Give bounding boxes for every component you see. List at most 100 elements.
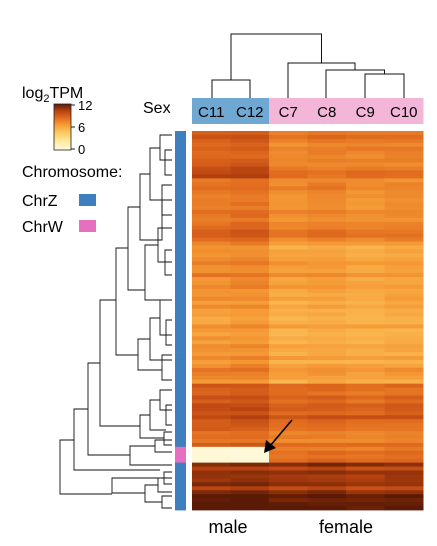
heatmap-cell bbox=[346, 233, 385, 238]
chromosome-cell-chrz bbox=[175, 277, 186, 282]
heatmap-cell bbox=[192, 359, 231, 365]
heatmap-cell bbox=[384, 198, 424, 203]
heatmap-cell bbox=[269, 131, 308, 136]
heatmap-cell bbox=[346, 470, 385, 475]
heatmap-cell bbox=[307, 359, 347, 365]
heatmap-cell bbox=[192, 134, 231, 140]
heatmap-cell bbox=[192, 399, 231, 404]
heatmap-cell bbox=[346, 502, 385, 507]
heatmap-cell bbox=[307, 490, 347, 495]
heatmap-cell bbox=[230, 138, 270, 144]
chromosome-cell-chrz bbox=[175, 284, 186, 290]
heatmap-cell bbox=[384, 367, 424, 373]
heatmap-cell bbox=[269, 233, 308, 238]
chromosome-cell-chrz bbox=[175, 131, 186, 136]
heatmap-cell bbox=[230, 383, 270, 389]
heatmap-cell bbox=[192, 415, 231, 420]
heatmap-cell bbox=[384, 494, 424, 499]
heatmap-cell bbox=[307, 352, 347, 357]
heatmap-cell bbox=[192, 186, 231, 191]
heatmap-cell bbox=[384, 446, 424, 452]
heatmap-cell bbox=[192, 348, 231, 353]
chromosome-annotation-bar bbox=[175, 131, 186, 511]
chromosome-cell-chrz bbox=[175, 213, 186, 219]
heatmap-cell bbox=[346, 269, 385, 274]
heatmap-cell bbox=[346, 158, 385, 163]
heatmap-cell bbox=[230, 281, 270, 286]
heatmap-cell bbox=[192, 182, 231, 187]
heatmap-cell bbox=[269, 399, 308, 404]
heatmap-cell bbox=[230, 288, 270, 294]
chromosome-cell-chrz bbox=[175, 415, 186, 420]
heatmap-cell bbox=[384, 300, 424, 306]
chromosome-cell-chrz bbox=[175, 142, 186, 148]
heatmap-cell bbox=[269, 249, 308, 254]
heatmap-cell bbox=[269, 391, 308, 396]
heatmap-cell bbox=[230, 419, 270, 424]
heatmap-cell bbox=[346, 206, 385, 211]
chromosome-cell-chrz bbox=[175, 202, 186, 207]
heatmap-cell bbox=[192, 498, 231, 503]
heatmap-cell bbox=[230, 411, 270, 416]
heatmap-cell bbox=[346, 170, 385, 175]
chromosome-cell-chrz bbox=[175, 359, 186, 365]
heatmap-cell bbox=[230, 506, 270, 511]
heatmap-cell bbox=[307, 170, 347, 175]
chromosome-cell-chrz bbox=[175, 174, 186, 179]
heatmap-cell bbox=[346, 174, 385, 179]
heatmap-cell bbox=[384, 249, 424, 254]
heatmap-cell bbox=[346, 371, 385, 377]
heatmap-cell bbox=[269, 190, 308, 195]
heatmap-cell bbox=[307, 419, 347, 424]
heatmap-cell bbox=[269, 198, 308, 203]
heatmap-cell bbox=[230, 237, 270, 242]
heatmap-cell bbox=[230, 146, 270, 152]
heatmap-cell bbox=[230, 277, 270, 282]
heatmap-cell bbox=[384, 257, 424, 262]
group-label-male: male bbox=[208, 517, 247, 537]
heatmap-cell bbox=[269, 174, 308, 179]
heatmap-cell bbox=[269, 202, 308, 207]
heatmap-cell bbox=[307, 431, 347, 436]
heatmap-cell bbox=[307, 383, 347, 389]
heatmap-cell bbox=[346, 458, 385, 464]
heatmap-cell bbox=[346, 387, 385, 392]
heatmap-cell bbox=[230, 131, 270, 136]
heatmap-cell bbox=[192, 237, 231, 242]
heatmap-cell bbox=[346, 257, 385, 262]
heatmap-cell bbox=[307, 269, 347, 274]
heatmap-cell bbox=[346, 312, 385, 317]
heatmap-cell bbox=[230, 312, 270, 317]
heatmap-cell bbox=[269, 170, 308, 175]
heatmap-cell bbox=[192, 454, 231, 460]
sex-cell-c11 bbox=[192, 98, 231, 124]
heatmap-cell bbox=[346, 359, 385, 365]
heatmap-cell bbox=[384, 336, 424, 341]
heatmap-cell bbox=[192, 442, 231, 448]
chromosome-cell-chrz bbox=[175, 490, 186, 495]
heatmap-cell bbox=[269, 367, 308, 373]
chromosome-cell-chrz bbox=[175, 292, 186, 298]
heatmap-cell bbox=[269, 506, 308, 511]
heatmap-cell bbox=[192, 352, 231, 357]
heatmap-cell bbox=[307, 399, 347, 404]
chromosome-cell-chrz bbox=[175, 221, 186, 227]
heatmap-cell bbox=[269, 454, 308, 460]
heatmap-cell bbox=[230, 387, 270, 392]
heatmap-cell bbox=[269, 470, 308, 475]
heatmap-cell bbox=[307, 245, 347, 250]
heatmap-cell bbox=[307, 502, 347, 507]
heatmap-cell bbox=[307, 198, 347, 203]
heatmap-cell bbox=[384, 442, 424, 448]
heatmap-cell bbox=[384, 277, 424, 282]
heatmap-cell bbox=[230, 474, 270, 479]
heatmap-cell bbox=[307, 300, 347, 306]
heatmap-cell bbox=[192, 154, 231, 160]
heatmap-cell bbox=[269, 213, 308, 219]
chromosome-cell-chrz bbox=[175, 363, 186, 369]
heatmap-cell bbox=[230, 367, 270, 373]
chromosome-cell-chrz bbox=[175, 198, 186, 203]
chromosome-cell-chrz bbox=[175, 434, 186, 440]
heatmap-cell bbox=[307, 387, 347, 392]
heatmap-cell bbox=[269, 462, 308, 467]
